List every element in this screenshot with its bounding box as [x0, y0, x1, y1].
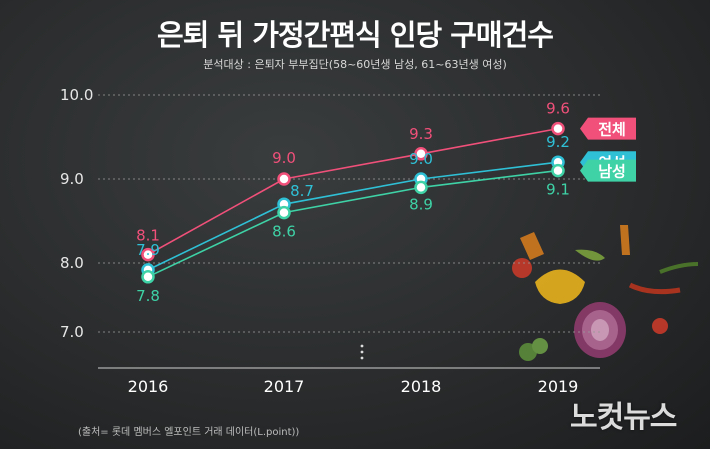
axis-break-dot — [360, 344, 364, 348]
axis-break-dot — [360, 356, 364, 360]
data-point-전체 — [141, 247, 155, 262]
y-tick-label: 7.0 — [60, 323, 84, 341]
data-label-남성: 8.6 — [272, 223, 296, 241]
series-line-전체 — [147, 127, 559, 256]
x-tick-label: 2016 — [128, 377, 169, 396]
data-label-여성: 9.2 — [546, 133, 570, 151]
watermark-logo: 노컷뉴스 — [570, 400, 677, 435]
data-label-여성: 9.0 — [409, 150, 433, 168]
data-point-전체 — [414, 147, 428, 161]
series-tag-label-전체: 전체 — [598, 121, 626, 139]
x-tick-label: 2017 — [264, 377, 305, 396]
data-label-전체: 9.6 — [546, 100, 570, 118]
data-label-남성: 7.8 — [136, 287, 160, 305]
data-label-남성: 8.9 — [409, 195, 433, 213]
source-note: (출처= 롯데 멤버스 엘포인트 거래 데이터(L.point)) — [78, 427, 300, 438]
series-tag-남성 — [580, 159, 636, 182]
data-point-남성 — [277, 205, 291, 220]
series-line-남성 — [147, 169, 559, 278]
y-tick-label: 10.0 — [60, 86, 93, 104]
y-tick-label: 8.0 — [60, 254, 84, 272]
x-tick-label: 2018 — [401, 377, 442, 396]
data-label-전체: 9.3 — [409, 125, 433, 143]
axis-break-dot — [360, 350, 364, 354]
series-tag-전체 — [580, 117, 636, 140]
chart-subtitle: 분석대상 : 은퇴자 부부집단(58~60년생 남성, 61~63년생 여성) — [203, 58, 507, 71]
data-label-남성: 9.1 — [546, 181, 570, 199]
data-label-여성: 8.7 — [290, 182, 314, 200]
data-point-남성 — [141, 270, 155, 284]
series-tag-label-남성: 남성 — [598, 163, 626, 181]
data-label-여성: 7.9 — [136, 241, 160, 259]
data-point-남성 — [551, 163, 565, 178]
data-label-전체: 8.1 — [136, 227, 160, 245]
series-line-여성 — [147, 161, 559, 271]
data-label-전체: 9.0 — [272, 149, 296, 167]
data-point-전체 — [551, 121, 565, 136]
y-tick-label: 9.0 — [60, 170, 84, 188]
chart-title: 은퇴 뒤 가정간편식 인당 구매건수 — [157, 18, 554, 52]
data-point-전체 — [277, 172, 291, 186]
food-illustration — [512, 225, 699, 361]
x-tick-label: 2019 — [538, 377, 579, 396]
data-point-남성 — [414, 180, 428, 195]
